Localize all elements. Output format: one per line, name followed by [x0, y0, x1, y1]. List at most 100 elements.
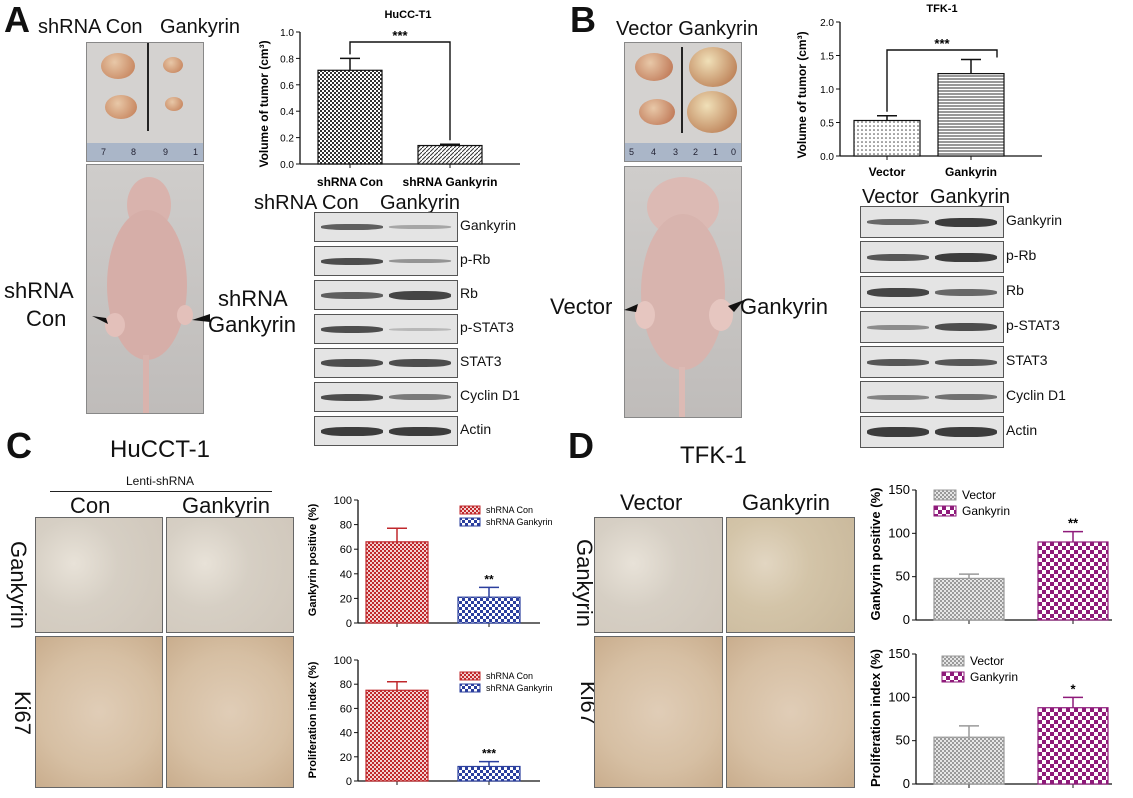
blot-band: [321, 291, 383, 299]
y-tick-label: 1.0: [820, 85, 834, 96]
y-tick-label: 0: [903, 612, 910, 627]
y-tick-label: 0: [903, 776, 910, 791]
bar: [937, 72, 1005, 157]
panel-label-d: D: [568, 425, 594, 466]
blot-band: [321, 257, 383, 265]
blot-row-label: Rb: [460, 285, 478, 301]
bar: [853, 119, 921, 157]
blot-row-label: Gankyrin: [460, 217, 517, 233]
significance-marker: **: [1068, 516, 1079, 531]
chart-plot-area: 0 50 100 150 Vector Gankyrin **: [888, 482, 1112, 627]
chart-plot-area: 0 50 100 150 Vector Gankyrin *: [888, 646, 1112, 791]
blot-row: [314, 212, 458, 242]
ruler: 7 8 9 1: [87, 143, 203, 161]
tumor-photo-a: 7 8 9 1: [86, 42, 204, 162]
ihc-image: [726, 636, 855, 788]
chart-a-volume: HuCC-T1 Volume of tumor (cm³) 0.00.20.40…: [257, 9, 520, 189]
mouse-left-label: Vector: [550, 294, 613, 319]
blot-row: [314, 382, 458, 412]
blot-band: [389, 225, 451, 229]
bar: [1037, 541, 1109, 621]
legend-swatch: [933, 489, 957, 501]
tumor-photo-header-right: Gankyrin: [160, 16, 241, 38]
blot-band: [389, 359, 451, 367]
blot-band: [321, 393, 383, 401]
ihc-image: [166, 636, 294, 788]
ruler-number: 4: [651, 147, 657, 157]
blot-header-prefix: shRNA: [254, 192, 318, 214]
ruler-number: 0: [731, 147, 737, 157]
legend-swatch: [933, 505, 957, 517]
tumor: [163, 57, 183, 73]
arrow-icon: [192, 314, 210, 322]
significance-marker: **: [484, 572, 494, 586]
legend-swatch: [459, 505, 481, 515]
ihc-image: [166, 517, 294, 633]
legend-swatch: [459, 671, 481, 681]
tumor-photo-header: Vector Gankyrin: [616, 18, 759, 40]
row-label-ki67: Ki67: [10, 690, 36, 736]
legend-label: Vector: [962, 488, 996, 502]
blot-row-label: p-STAT3: [460, 319, 514, 335]
y-tick-label: 60: [340, 544, 352, 556]
blot-row: [314, 280, 458, 310]
blot-row: [314, 416, 458, 446]
legend-label: shRNA Gankyrin: [486, 517, 553, 527]
bar: [933, 736, 1005, 785]
y-tick-label: 100: [334, 655, 352, 667]
blot-band: [935, 288, 997, 296]
y-tick-label: 40: [340, 728, 352, 740]
x-tick-label: Gankyrin: [945, 165, 997, 179]
y-axis-label: Proliferation index (%): [307, 661, 319, 778]
blot-band: [389, 290, 451, 300]
y-tick-label: 80: [340, 679, 352, 691]
legend-label: shRNA Con: [486, 505, 533, 515]
blot-band: [867, 324, 929, 330]
y-tick-label: 100: [888, 689, 910, 704]
y-tick-label: 1.0: [280, 28, 294, 39]
mouse-right-label-1: shRNA: [218, 286, 288, 311]
y-tick-label: 0: [346, 776, 352, 788]
blot-band: [867, 219, 929, 225]
y-tick-label: 50: [896, 733, 910, 748]
y-tick-label: 150: [888, 482, 910, 497]
x-tick-label: shRNA Con: [317, 175, 383, 189]
group-label: Lenti-shRNA: [126, 474, 195, 488]
blot-row-label: STAT3: [460, 353, 502, 369]
ruler-number: 3: [673, 147, 679, 157]
row-label-gankyrin: Gankyrin: [6, 540, 32, 630]
ruler-number: 8: [131, 147, 137, 157]
y-tick-label: 100: [334, 495, 352, 507]
significance-marker: ***: [482, 747, 496, 761]
blot-header-vector: Vector: [862, 186, 919, 208]
chart-c-gankyrin: Gankyrin positive (%) 0 20 40 60 80 100 shRNA …: [307, 495, 553, 630]
mouse-photo-b: [624, 166, 742, 418]
mouse-right-label: Gankyrin: [740, 294, 829, 319]
y-axis-label: Volume of tumor (cm³): [257, 40, 271, 167]
legend-swatch: [941, 671, 965, 683]
blot-band: [321, 224, 383, 230]
chart-b-volume: TFK-1 Volume of tumor (cm³) 0.0 0.5 1.0 1.5…: [795, 3, 1042, 179]
column-label-gankyrin: Gankyrin: [742, 490, 831, 515]
blot-row: [860, 206, 1004, 238]
blot-band: [867, 427, 929, 437]
blot-header-gankyrin: Gankyrin: [930, 186, 1011, 208]
blot-row: [860, 276, 1004, 308]
chart-plot-area: 0 20 40 60 80 100 shRNA Con shRNA Gankyrin **: [334, 495, 553, 630]
ruler-number: 1: [193, 147, 199, 157]
tumor: [687, 91, 737, 133]
panel-label-b: B: [570, 0, 596, 40]
ihc-image: [726, 517, 855, 633]
tumor: [105, 95, 137, 119]
blot-band: [867, 253, 929, 261]
column-label-con: Con: [70, 493, 111, 518]
y-tick-label: 20: [340, 593, 352, 605]
blot-band: [389, 426, 451, 436]
y-axis-label: Proliferation index (%): [868, 649, 883, 787]
blot-band: [935, 394, 997, 400]
blot-band: [321, 325, 383, 333]
y-tick-label: 150: [888, 646, 910, 661]
panel-c-title: HuCCT-1: [110, 436, 211, 463]
y-axis-label: Gankyrin positive (%): [868, 488, 883, 621]
significance-marker: *: [1070, 681, 1076, 696]
